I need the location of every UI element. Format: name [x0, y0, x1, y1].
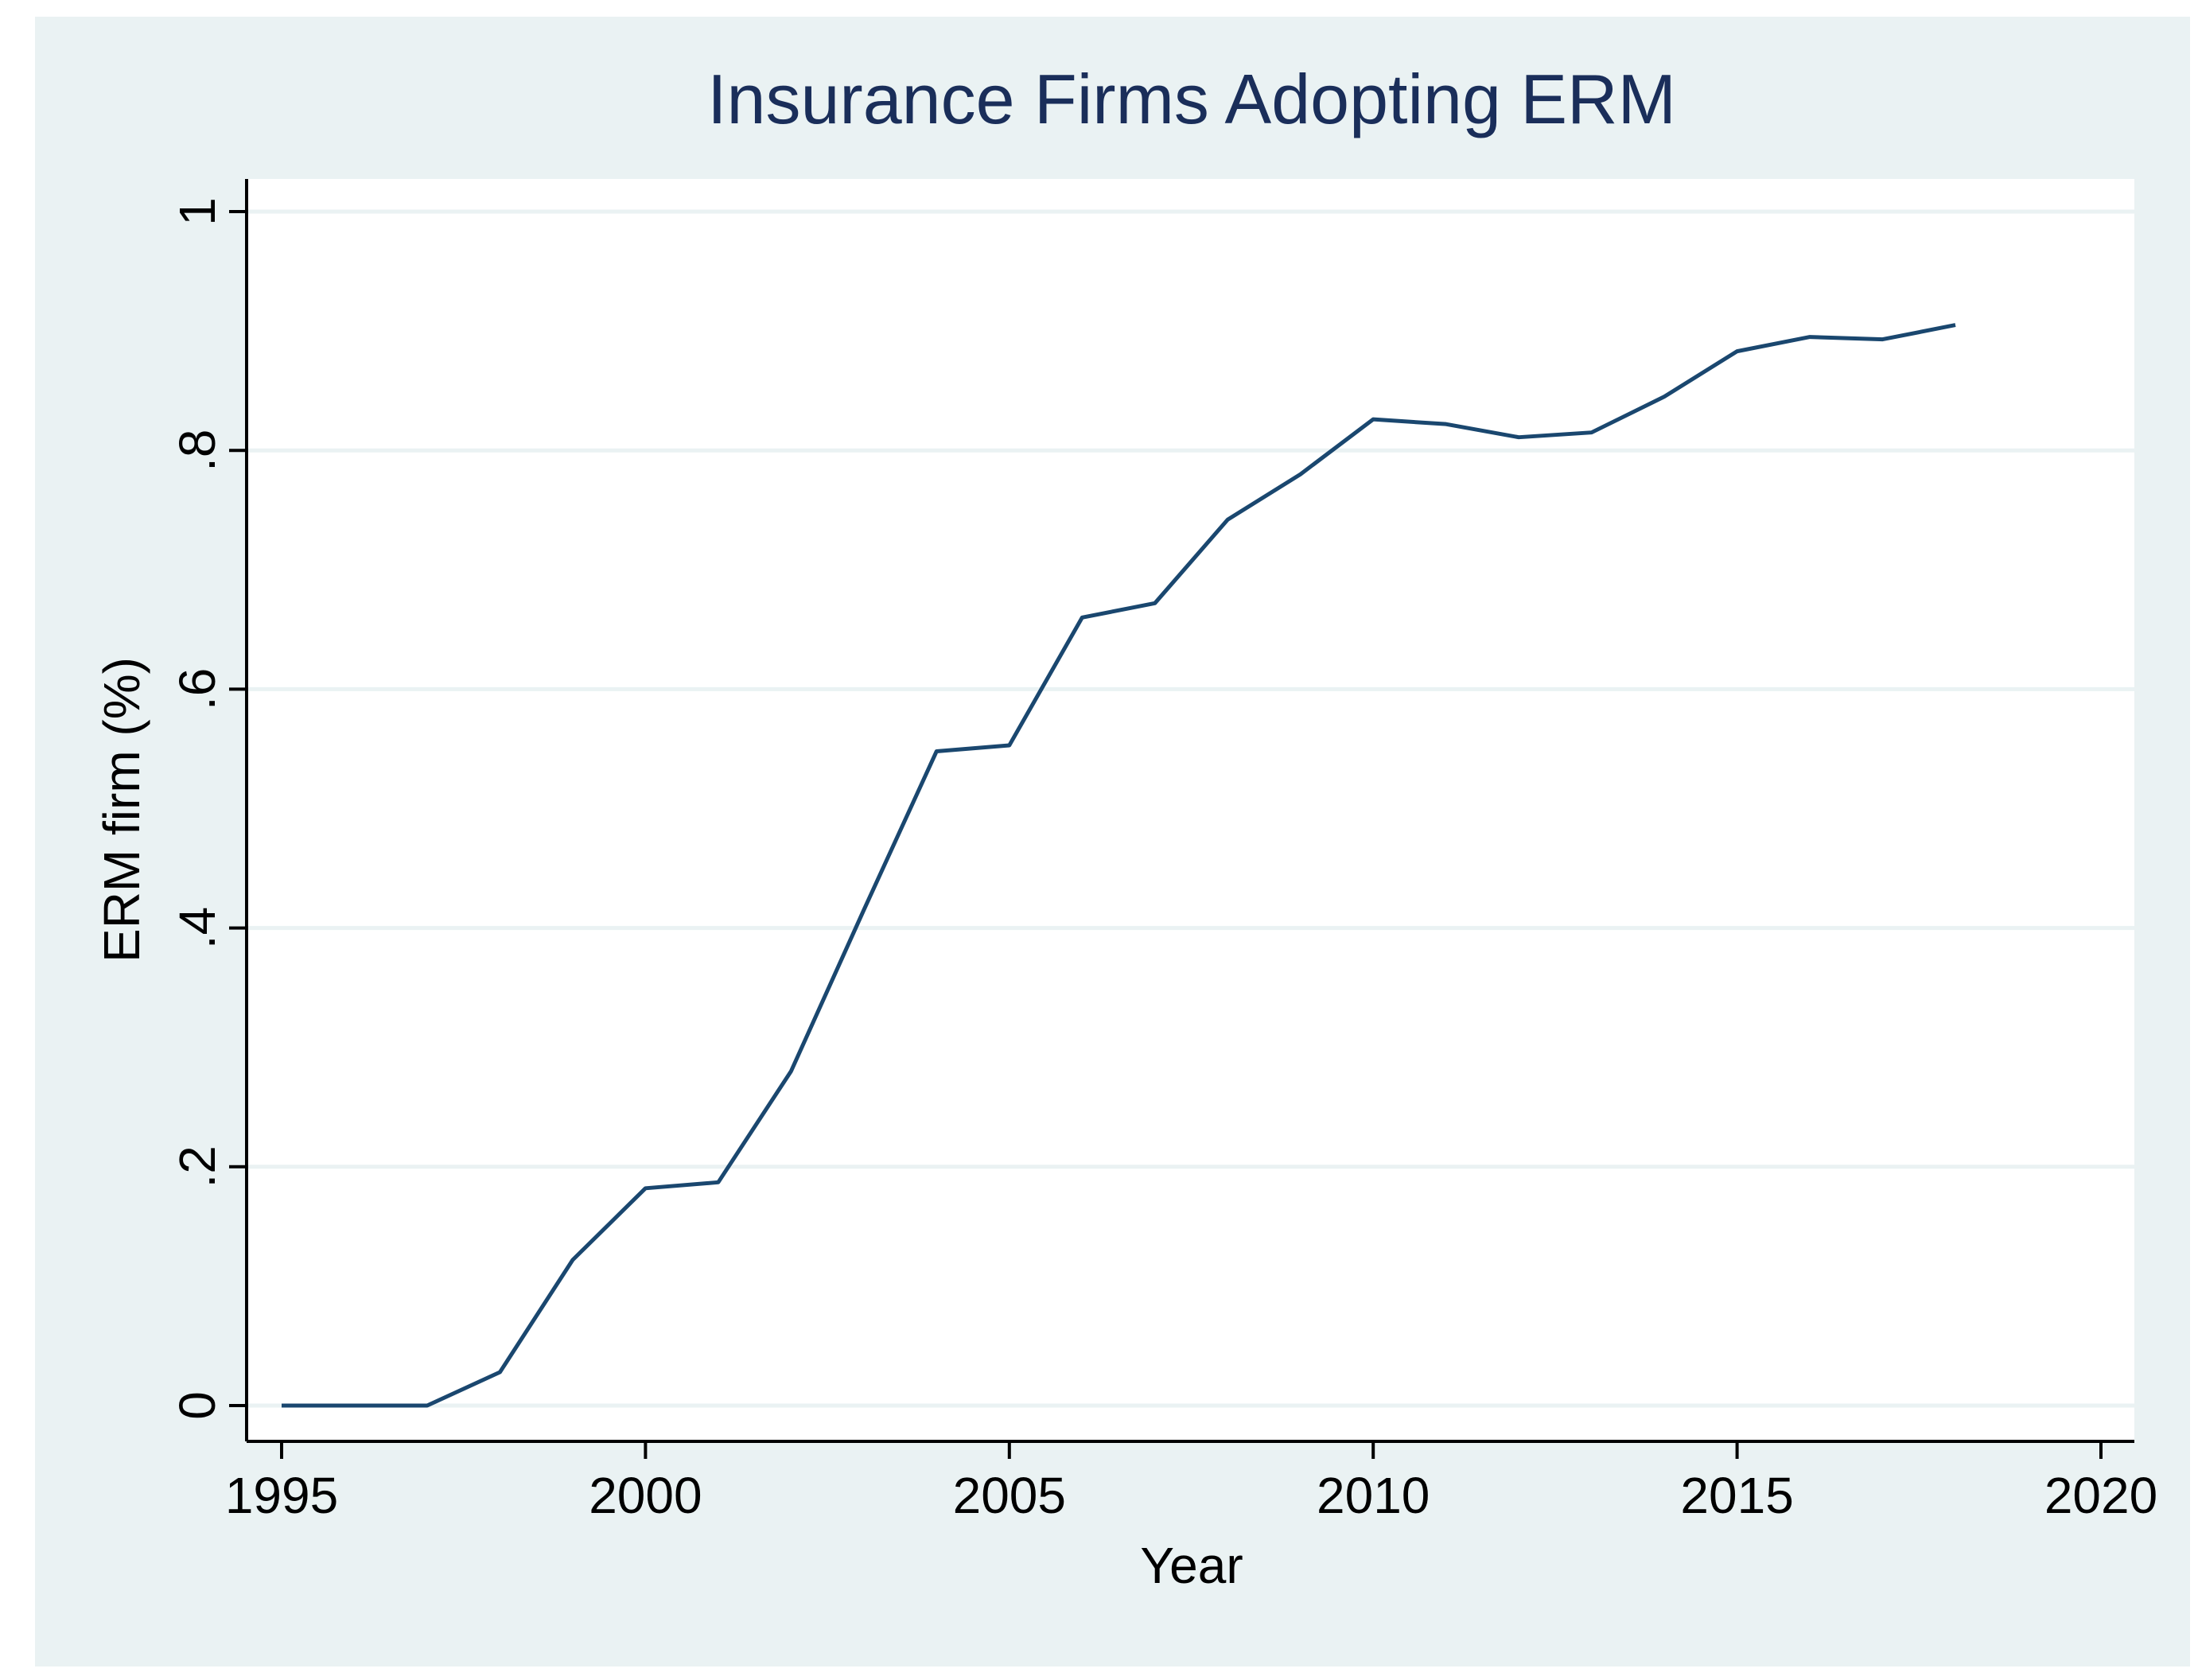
y-tick-label: .2 — [169, 1145, 226, 1188]
x-axis-title: Year — [1140, 1537, 1243, 1594]
y-tick-label: 0 — [169, 1391, 226, 1420]
chart-title: Insurance Firms Adopting ERM — [707, 60, 1676, 138]
x-tick-label: 2015 — [1680, 1467, 1793, 1524]
x-tick-label: 2000 — [589, 1467, 702, 1524]
x-tick-label: 2010 — [1317, 1467, 1430, 1524]
y-tick-label: 1 — [169, 197, 226, 226]
y-axis-title: ERM firm (%) — [93, 657, 150, 962]
y-tick-label: .6 — [169, 668, 226, 710]
y-tick-label: .4 — [169, 907, 226, 949]
y-tick-label: .8 — [169, 430, 226, 472]
x-tick-label: 2005 — [953, 1467, 1066, 1524]
x-tick-label: 1995 — [225, 1467, 338, 1524]
data-line — [282, 323, 1956, 1408]
x-tick-label: 2020 — [2044, 1467, 2157, 1524]
plot-area — [247, 179, 2134, 1441]
